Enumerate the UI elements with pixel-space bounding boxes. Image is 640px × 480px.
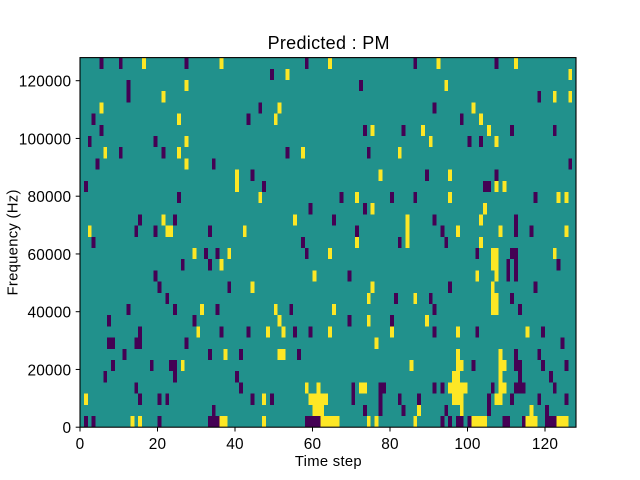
svg-text:80000: 80000 (27, 189, 71, 206)
svg-text:40: 40 (226, 436, 244, 453)
svg-text:60000: 60000 (27, 247, 71, 264)
svg-text:80: 80 (381, 436, 399, 453)
svg-text:100000: 100000 (19, 131, 72, 148)
svg-text:60: 60 (304, 436, 322, 453)
svg-text:120000: 120000 (19, 74, 72, 91)
svg-text:0: 0 (63, 420, 72, 437)
svg-text:Predicted : PM: Predicted : PM (268, 33, 390, 53)
svg-text:0: 0 (76, 436, 85, 453)
svg-text:20000: 20000 (27, 362, 71, 379)
svg-text:Time step: Time step (295, 454, 362, 470)
svg-text:120: 120 (532, 436, 558, 453)
svg-text:Frequency (Hz): Frequency (Hz) (6, 189, 22, 295)
svg-text:100: 100 (454, 436, 480, 453)
svg-text:20: 20 (149, 436, 167, 453)
svg-text:40000: 40000 (27, 305, 71, 322)
